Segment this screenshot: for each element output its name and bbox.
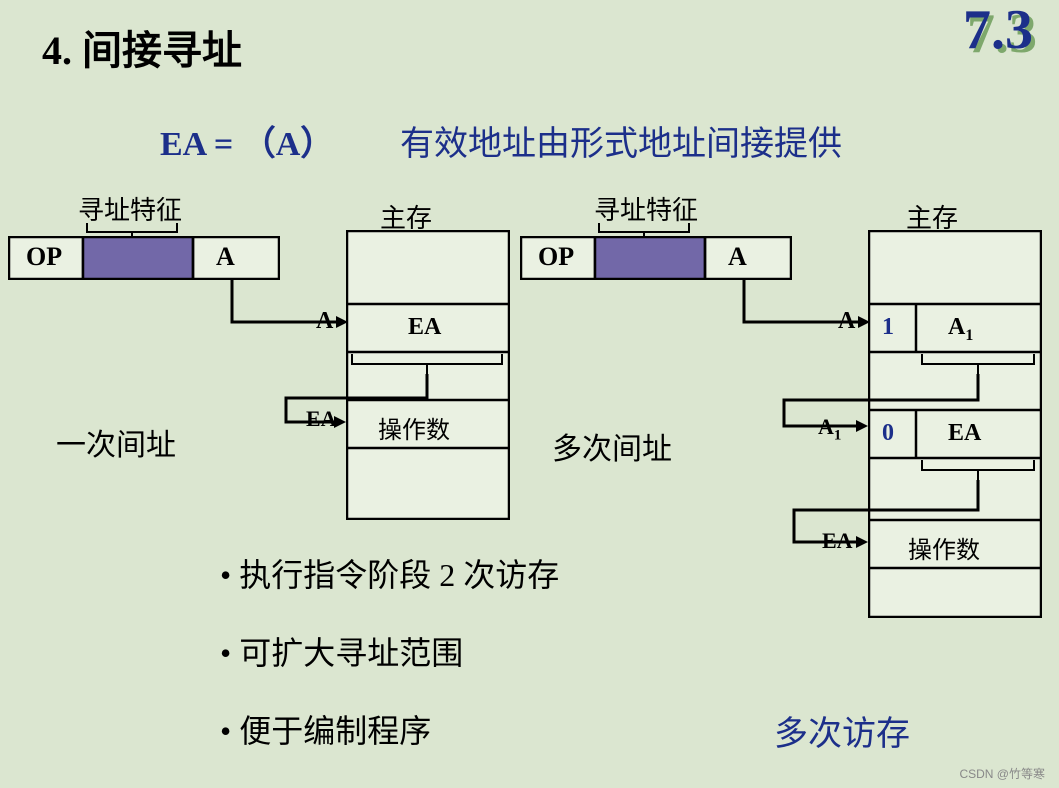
right-a1-bracket-arrow	[770, 350, 1046, 436]
right-row1-val: A1	[948, 314, 973, 345]
bullet-2: • 可扩大寻址范围	[220, 628, 463, 674]
right-addr-bracket	[594, 220, 694, 238]
right-ea-pointer-label: EA	[822, 528, 853, 554]
footer-right: 多次访存	[774, 706, 910, 755]
bullet-1: • 执行指令阶段 2 次访存	[220, 550, 559, 596]
left-ea-cell: EA	[408, 314, 441, 341]
right-a-pointer-label: A	[838, 308, 855, 335]
right-a1-pointer-label: A1	[818, 414, 841, 444]
formula-rhs: 有效地址由形式地址间接提供	[400, 116, 842, 165]
formula-lhs: EA = （A）	[160, 116, 334, 165]
left-op-cell: OP	[26, 242, 62, 272]
watermark: CSDN @竹等寒	[959, 765, 1045, 782]
right-a-cell: A	[728, 242, 747, 272]
bullet-3: • 便于编制程序	[220, 706, 431, 752]
left-caption: 一次间址	[56, 420, 176, 464]
right-caption: 多次间址	[552, 424, 672, 468]
section-number: 7.3	[963, 0, 1033, 62]
left-a-pointer-label: A	[316, 308, 333, 335]
page-title: 4. 间接寻址	[42, 18, 242, 76]
right-row1-flag: 1	[882, 314, 894, 341]
left-ea-pointer-label: EA	[306, 406, 337, 432]
right-ea-bracket-arrow	[780, 456, 1046, 552]
left-a-cell: A	[216, 242, 235, 272]
right-op-cell: OP	[538, 242, 574, 272]
left-addr-bracket	[82, 220, 182, 238]
